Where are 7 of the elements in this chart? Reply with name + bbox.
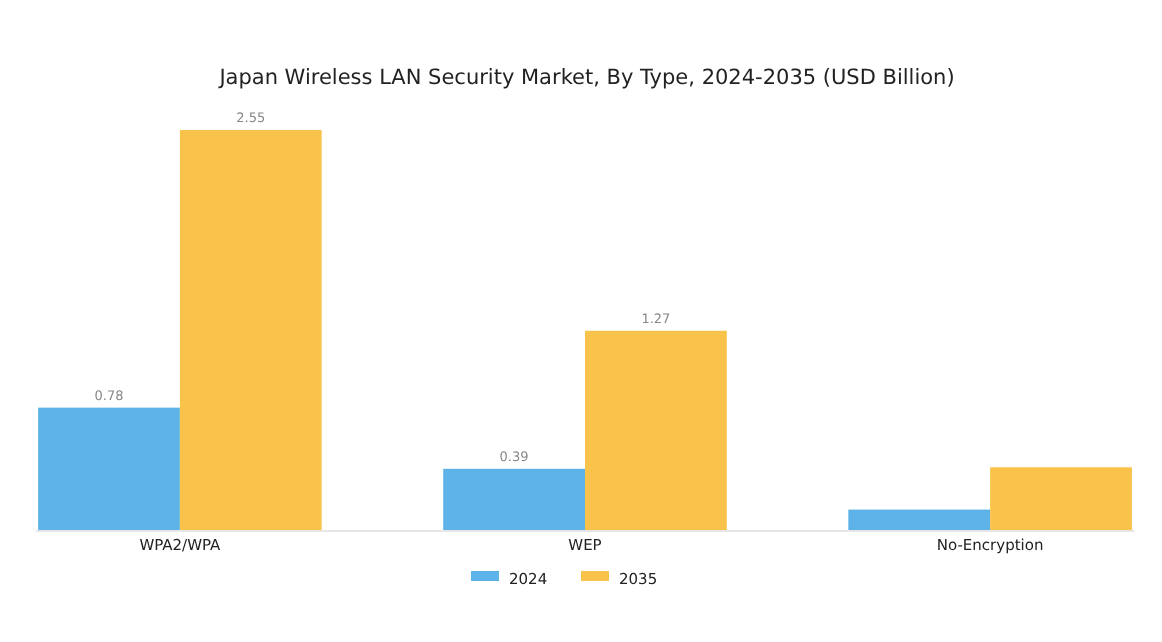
bar [990, 467, 1132, 530]
bar [443, 468, 585, 530]
bar [585, 330, 727, 530]
bar [38, 407, 180, 530]
bar [848, 509, 991, 530]
bar [179, 130, 322, 530]
chart-title: Japan Wireless LAN Security Market, By Type, 2024-2035 (USD Billion) [217, 66, 955, 90]
